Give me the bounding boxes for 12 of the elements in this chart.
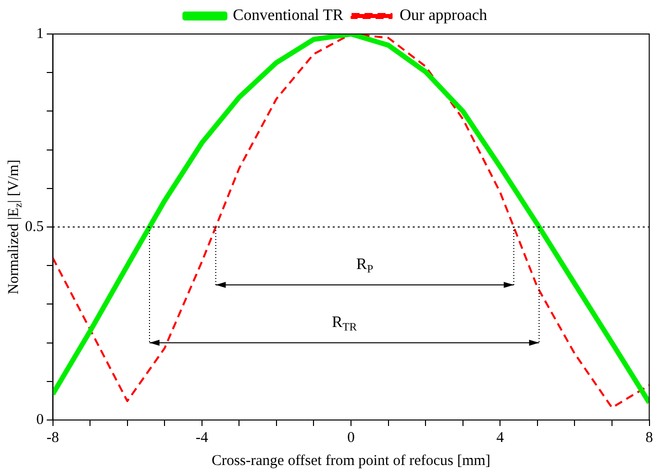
legend-label: Conventional TR [232, 7, 344, 24]
y-tick-label: 0 [36, 412, 44, 428]
x-tick-label: 0 [347, 430, 355, 446]
y-tick-label: 1 [36, 26, 44, 42]
legend-label: Our approach [400, 7, 488, 24]
x-tick-label: -4 [196, 430, 209, 446]
y-tick-label: 0.5 [25, 218, 44, 235]
y-axis-title: Normalized |Ez| [V/m] [6, 160, 24, 294]
x-tick-label: 4 [496, 430, 504, 446]
x-axis-title: Cross-range offset from point of refocus [mm] [212, 452, 490, 469]
x-tick-label: 8 [646, 430, 653, 446]
x-tick-label: -8 [46, 430, 59, 446]
